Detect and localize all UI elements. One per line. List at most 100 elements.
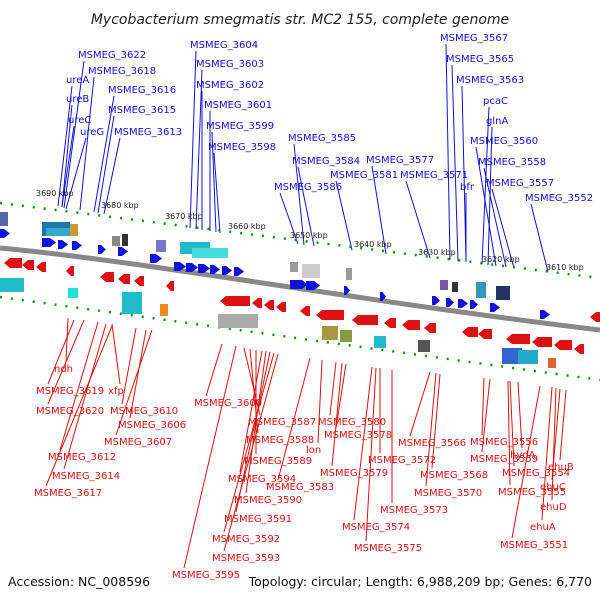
gene-label: ureC [68, 115, 91, 126]
homology-block [156, 240, 166, 252]
label-leader-line [409, 371, 431, 437]
reverse-gene-arrow [402, 320, 420, 330]
forward-gene-arrow [380, 292, 386, 301]
forward-gene-arrow [306, 281, 320, 290]
gene-label: MSMEG_3588 [246, 435, 314, 446]
label-leader-line [57, 85, 73, 207]
reverse-gene-arrow [4, 258, 22, 268]
label-leader-line [279, 192, 299, 245]
gene-label: MSMEG_3616 [108, 85, 176, 96]
label-leader-line [317, 359, 323, 444]
gene-label: MSMEG_3600 [194, 398, 262, 409]
ruler-bottom [0, 295, 600, 382]
gene-label: MSMEG_3617 [34, 488, 102, 499]
label-leader-line [243, 347, 261, 416]
label-leader-line [97, 115, 115, 214]
forward-gene-arrow [210, 265, 220, 274]
homology-block [160, 304, 168, 316]
label-leader-line [183, 345, 237, 569]
gene-label: ureB [66, 94, 89, 105]
label-leader-line [115, 329, 153, 436]
homology-block [0, 212, 8, 226]
label-leader-line [293, 143, 305, 246]
label-leader-line [405, 180, 431, 259]
homology-block [112, 236, 120, 246]
gene-label: MSMEG_3583 [266, 482, 334, 493]
label-leader-line [63, 323, 107, 470]
reverse-gene-arrow [276, 302, 286, 312]
reverse-gene-arrow [300, 306, 310, 316]
gene-label: hydA [510, 450, 536, 461]
gene-label: MSMEG_3560 [470, 136, 538, 147]
label-leader-line [111, 323, 121, 385]
gene-label: MSMEG_3594 [228, 474, 296, 485]
reverse-gene-arrow [590, 312, 600, 322]
label-leader-line [511, 385, 541, 539]
homology-block [476, 282, 486, 298]
reverse-gene-arrow [36, 262, 46, 272]
label-leader-line [65, 137, 87, 210]
gene-label: MSMEG_3571 [400, 170, 468, 181]
gene-label: MSMEG_3603 [196, 59, 264, 70]
label-leader-line [65, 317, 69, 363]
forward-gene-arrow [470, 300, 478, 309]
homology-block [218, 314, 258, 328]
label-leader-line [425, 372, 437, 487]
gene-label: MSMEG_3578 [324, 430, 392, 441]
tick-label: 3690 kbp [36, 189, 74, 198]
label-leader-line [239, 350, 263, 473]
reverse-gene-arrow [220, 296, 250, 306]
forward-gene-arrow [540, 310, 550, 319]
gene-label: MSMEG_3584 [292, 156, 360, 167]
homology-block [70, 224, 78, 236]
gene-label: ehuA [530, 522, 556, 533]
forward-gene-arrow [174, 262, 186, 271]
gene-label: MSMEG_3607 [104, 437, 172, 448]
gene-label: ehuC [540, 482, 566, 493]
homology-block [290, 262, 298, 272]
reverse-gene-arrow [252, 298, 262, 308]
homology-block [340, 330, 352, 342]
forward-gene-arrow [490, 303, 500, 312]
gene-label: MSMEG_3568 [420, 470, 488, 481]
forward-gene-arrow [98, 245, 106, 254]
gene-label: MSMEG_3570 [414, 488, 482, 499]
label-leader-line [61, 104, 73, 208]
label-leader-line [223, 352, 275, 533]
forward-gene-arrow [186, 263, 198, 272]
gene-label: MSMEG_3585 [288, 133, 356, 144]
forward-gene-arrow [198, 264, 210, 273]
label-leader-line [445, 43, 451, 261]
label-leader-line [509, 380, 515, 467]
reverse-gene-arrow [384, 318, 396, 328]
gene-label: MSMEG_3612 [48, 452, 116, 463]
accession-text: Accession: NC_008596 [8, 574, 150, 589]
gene-label: MSMEG_3604 [190, 40, 258, 51]
label-leader-line [61, 125, 75, 207]
reverse-gene-arrow [574, 344, 584, 354]
gene-label: bfr [460, 182, 475, 193]
gene-label: MSMEG_3619 [36, 386, 104, 397]
homology-block [452, 282, 458, 292]
tick-label: 3620 kbp [482, 255, 520, 264]
label-leader-line [517, 381, 523, 449]
label-leader-line [431, 373, 441, 469]
forward-gene-arrow [432, 296, 440, 305]
label-leader-line [481, 106, 490, 265]
gene-label: ehuB [548, 462, 574, 473]
label-leader-line [245, 350, 267, 494]
forward-gene-arrow [458, 299, 468, 308]
reverse-gene-arrow [352, 315, 378, 325]
gene-label: MSMEG_3598 [208, 142, 276, 153]
gene-label: MSMEG_3602 [196, 80, 264, 91]
gene-label: MSMEG_3593 [212, 553, 280, 564]
homology-block [548, 358, 556, 368]
label-leader-line [335, 363, 347, 429]
topology-text: Topology: circular; Length: 6,988,209 bp… [248, 574, 592, 589]
gene-label: MSMEG_3552 [525, 193, 593, 204]
gene-label: MSMEG_3556 [470, 437, 538, 448]
label-leader-line [541, 386, 553, 521]
homology-block [418, 340, 430, 352]
tick-label: 3610 kbp [546, 263, 584, 272]
reverse-gene-arrow [554, 340, 572, 350]
